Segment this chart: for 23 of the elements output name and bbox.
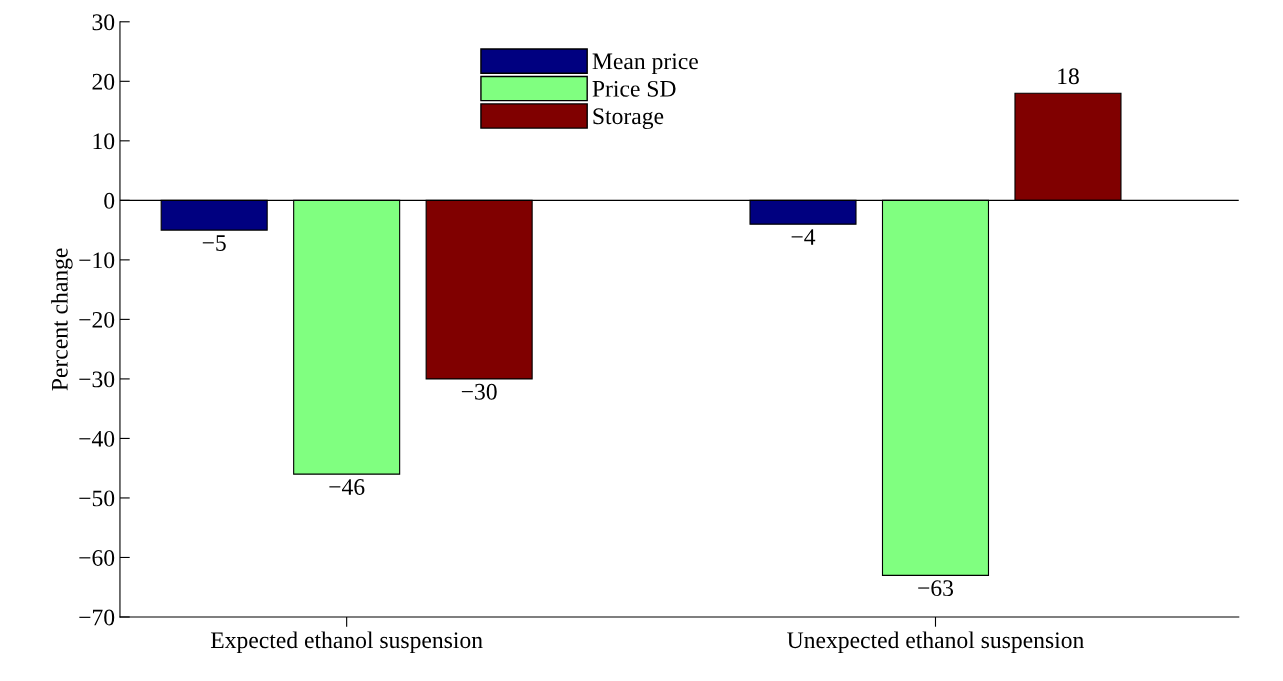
data-label: −46 bbox=[329, 479, 365, 495]
y-tick-label: −40 bbox=[79, 430, 115, 447]
data-label: −5 bbox=[202, 235, 226, 251]
y-tick-label: −20 bbox=[79, 311, 115, 328]
legend-label: Mean price bbox=[592, 53, 698, 75]
data-label: −4 bbox=[791, 229, 816, 245]
y-axis-title: Percent change bbox=[51, 248, 73, 391]
y-tick-label: −30 bbox=[79, 371, 115, 388]
legend-label: Price SD bbox=[592, 80, 676, 97]
y-tick-label: −50 bbox=[79, 490, 115, 507]
y-tick-label: −60 bbox=[79, 549, 115, 566]
y-tick-label: −10 bbox=[79, 252, 115, 269]
x-tick-label: Unexpected ethanol suspension bbox=[787, 631, 1084, 653]
y-tick-label: 20 bbox=[92, 73, 115, 90]
y-tick-label: 0 bbox=[104, 192, 115, 209]
data-label: −63 bbox=[918, 580, 954, 597]
y-tick-label: −70 bbox=[79, 609, 115, 626]
legend-label: Storage bbox=[593, 108, 664, 130]
data-label: −30 bbox=[461, 383, 497, 400]
y-tick-label: 30 bbox=[92, 14, 115, 31]
y-tick-label: 10 bbox=[93, 133, 115, 150]
x-tick-label: Expected ethanol suspension bbox=[210, 631, 483, 653]
data-label: 18 bbox=[1058, 68, 1079, 85]
